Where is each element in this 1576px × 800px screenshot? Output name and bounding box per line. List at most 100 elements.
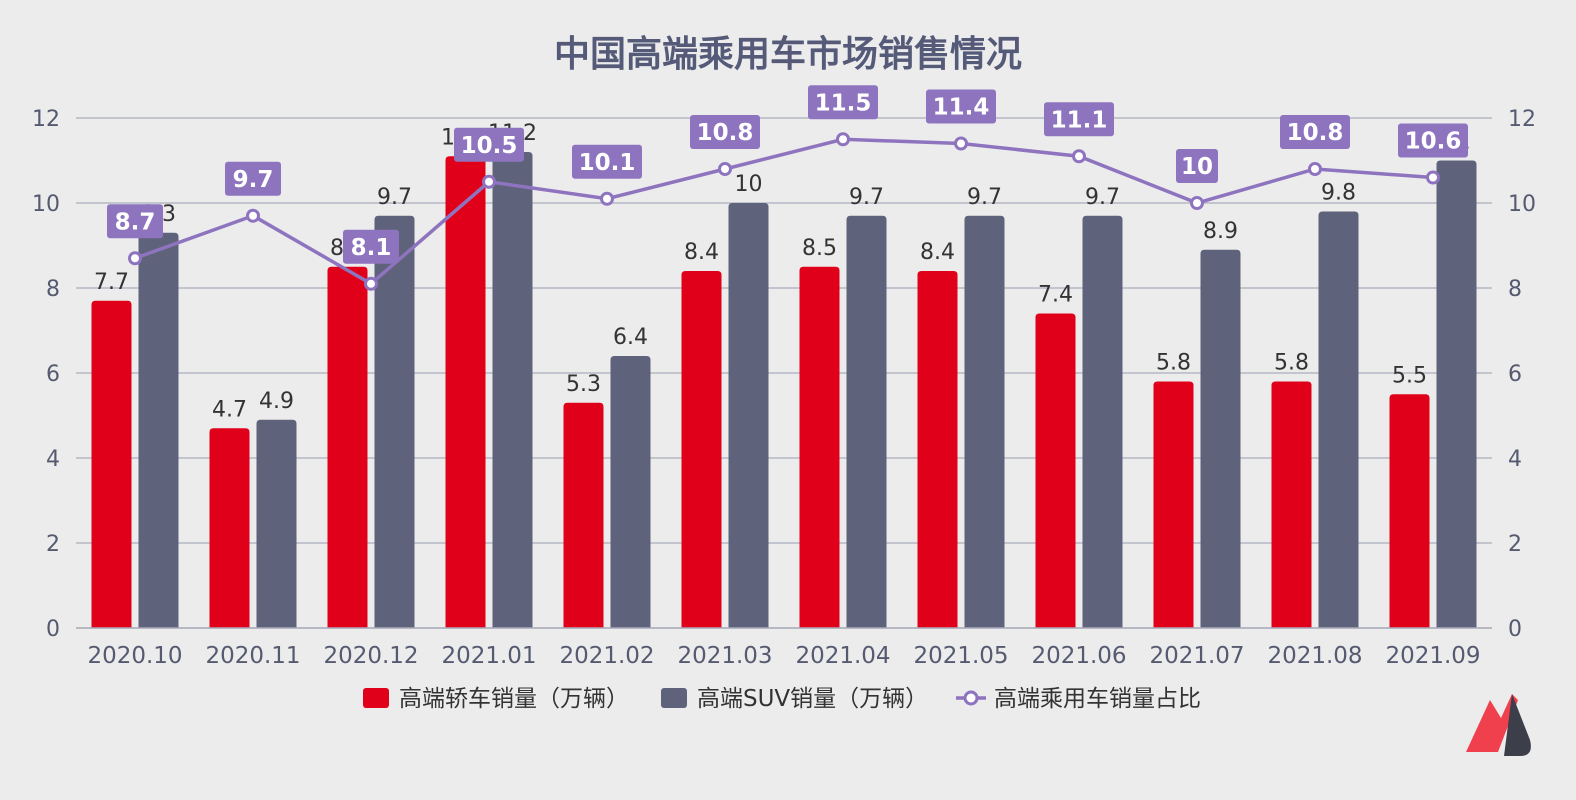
brand-logo <box>1466 694 1531 756</box>
x-tick-label: 2021.07 <box>1149 643 1244 669</box>
sedan-bar-2021.04 <box>799 266 840 628</box>
sedan-value-label: 8.5 <box>802 236 837 261</box>
suv-value-label: 9.7 <box>1085 185 1120 210</box>
sedan-value-label: 5.8 <box>1156 351 1191 376</box>
sedan-bar-2020.11 <box>209 428 250 628</box>
share-value-label: 11.4 <box>933 95 990 121</box>
legend-label: 高端乘用车销量占比 <box>994 686 1201 712</box>
share-point-2020.10 <box>128 251 142 266</box>
share-point-2021.07 <box>1190 196 1204 210</box>
gridlines <box>76 117 1492 629</box>
sedan-bar-2021.07 <box>1153 381 1194 628</box>
share-value-label: 8.1 <box>351 235 392 261</box>
legend-swatch <box>363 688 389 708</box>
share-label-badge <box>690 115 760 149</box>
y-left-tick-label: 2 <box>46 532 60 557</box>
suv-value-label: 4.9 <box>259 389 294 414</box>
suv-bar-2020.12 <box>374 215 415 628</box>
share-value-label: 10 <box>1181 154 1213 180</box>
suv-bar-2021.01 <box>492 152 533 628</box>
sedan-bar-2021.02 <box>563 402 604 628</box>
sedan-value-label: 5.5 <box>1392 363 1427 388</box>
sedan-bar-2021.03 <box>681 271 722 628</box>
y-left-tick-label: 4 <box>46 447 60 472</box>
x-tick-label: 2021.08 <box>1267 643 1362 669</box>
bars <box>91 152 1477 628</box>
x-tick-label: 2020.12 <box>323 643 418 669</box>
share-label-badge <box>1280 115 1350 149</box>
share-label-badge <box>454 127 524 162</box>
x-tick-label: 2020.10 <box>87 643 182 669</box>
share-value-label: 8.7 <box>115 209 156 235</box>
suv-bar-2021.05 <box>964 215 1005 628</box>
y-left-tick-label: 6 <box>46 362 60 387</box>
x-tick-label: 2020.11 <box>205 643 300 669</box>
left-y-axis: 0 2 4 6 8 10 12 <box>32 107 60 642</box>
y-left-tick-label: 12 <box>32 107 60 132</box>
share-point-2021.03 <box>718 162 732 176</box>
share-line-path <box>134 137 1434 286</box>
share-label-badge <box>572 144 642 179</box>
share-point-2020.12 <box>364 276 378 291</box>
suv-bar-2021.04 <box>846 215 887 628</box>
sedan-bar-2021.06 <box>1035 313 1076 628</box>
right-y-axis: 0 2 4 6 8 10 12 <box>1508 107 1536 642</box>
share-value-label: 9.7 <box>233 167 274 193</box>
share-value-label: 10.5 <box>461 133 518 159</box>
share-label-badge <box>1398 123 1468 158</box>
share-point-2021.06 <box>1072 149 1086 164</box>
share-point-2021.02 <box>600 191 614 206</box>
share-value-label: 11.5 <box>815 90 872 116</box>
share-point-2021.08 <box>1308 162 1322 176</box>
y-right-tick-label: 8 <box>1508 277 1522 302</box>
x-tick-label: 2021.04 <box>795 643 890 669</box>
share-line: 8.7 9.7 8.1 10.5 10.1 10.8 11.5 11.4 11.1 10 10.8 1… <box>107 85 1468 291</box>
chart-title: 中国高端乘用车市场销售情况 <box>554 34 1022 75</box>
legend: 高端轿车销量（万辆） 高端SUV销量（万辆） 高端乘用车销量占比 <box>363 686 1201 712</box>
legend-swatch <box>661 688 687 708</box>
suv-value-label: 10 <box>735 172 763 197</box>
suv-value-label: 9.7 <box>849 185 884 210</box>
share-point-2020.11 <box>246 208 260 223</box>
sedan-bar-2021.01 <box>445 156 486 628</box>
y-left-tick-label: 10 <box>32 192 60 217</box>
sedan-value-label: 7.4 <box>1038 283 1073 308</box>
y-right-tick-label: 0 <box>1508 617 1522 642</box>
share-value-label: 10.6 <box>1405 129 1462 155</box>
x-tick-label: 2021.06 <box>1031 643 1126 669</box>
sedan-bar-2020.10 <box>91 300 132 628</box>
sedan-value-label: 8.4 <box>684 240 719 265</box>
sedan-value-label: 5.3 <box>566 372 601 397</box>
suv-bar-2020.11 <box>256 419 297 628</box>
sedan-bar-2021.08 <box>1271 381 1312 628</box>
suv-value-label: 8.9 <box>1203 219 1238 244</box>
share-label-badge <box>808 85 878 120</box>
sedan-value-label: 4.7 <box>212 397 247 422</box>
y-right-tick-label: 6 <box>1508 362 1522 387</box>
share-value-label: 10.8 <box>1287 120 1344 146</box>
suv-value-label: 6.4 <box>613 325 648 350</box>
suv-bar-2021.02 <box>610 356 651 628</box>
y-right-tick-label: 10 <box>1508 192 1536 217</box>
share-label-badge <box>107 204 163 239</box>
suv-bar-2021.08 <box>1318 211 1359 628</box>
suv-value-label: 9.7 <box>377 185 412 210</box>
x-tick-label: 2021.05 <box>913 643 1008 669</box>
sedan-bar-2021.09 <box>1389 394 1430 628</box>
suv-value-label: 9.8 <box>1321 181 1356 206</box>
suv-value-label: 9.7 <box>967 185 1002 210</box>
sedan-bar-2021.05 <box>917 271 958 628</box>
share-point-2021.05 <box>954 136 968 151</box>
x-tick-label: 2021.03 <box>677 643 772 669</box>
logo-mark-dark <box>1504 694 1531 756</box>
sedan-value-label: 5.8 <box>1274 351 1309 376</box>
legend-label: 高端轿车销量（万辆） <box>399 686 629 712</box>
share-label-badge <box>926 89 996 124</box>
bar-data-labels: 7.74.78.511.15.38.48.58.47.45.85.85.59.3… <box>94 121 1471 422</box>
y-left-tick-label: 0 <box>46 617 60 642</box>
sedan-bar-2020.12 <box>327 266 368 628</box>
share-point-2021.09 <box>1426 170 1440 185</box>
logo-mark-red <box>1466 694 1518 752</box>
y-right-tick-label: 4 <box>1508 447 1522 472</box>
